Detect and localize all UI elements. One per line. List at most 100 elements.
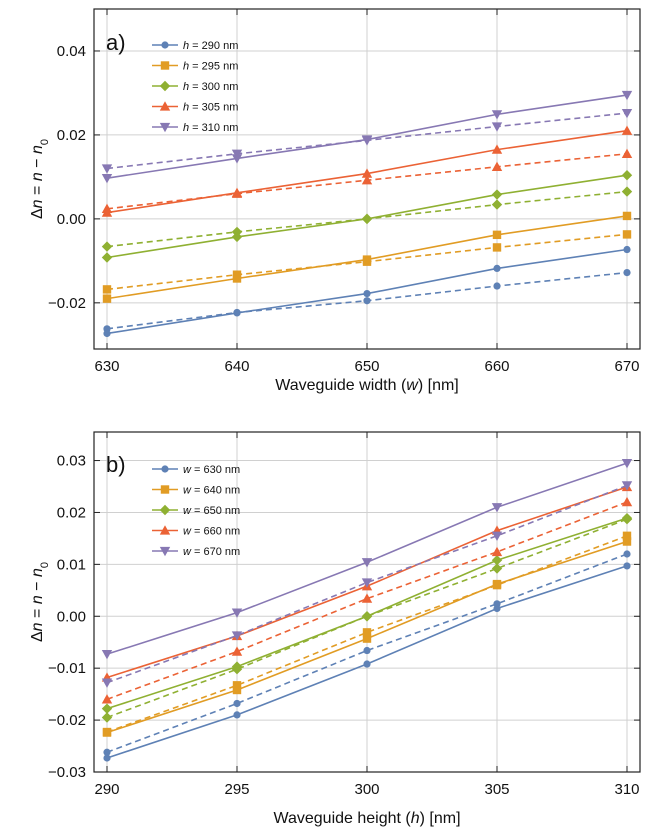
legend-marker	[161, 465, 169, 473]
y-axis-label-part: n	[29, 595, 46, 604]
data-point-dashed	[363, 646, 371, 655]
data-point	[491, 189, 503, 200]
legend-entry: h = 310 nm	[183, 122, 238, 134]
data-point-dashed	[623, 269, 631, 277]
legend-var: w	[183, 546, 192, 558]
data-point	[361, 168, 373, 178]
legend-marker	[159, 122, 171, 133]
data-point-dashed	[233, 699, 241, 708]
legend-value: = 310 nm	[189, 122, 238, 134]
series-dashed-line	[106, 535, 628, 733]
y-axis-label-part: =	[29, 604, 46, 622]
data-point-dashed	[101, 164, 113, 174]
data-point-dashed	[621, 186, 633, 197]
legend-marker	[160, 485, 170, 494]
legend-value: = 300 nm	[189, 81, 238, 93]
y-axis-label-part: n	[29, 622, 46, 631]
y-tick-label: −0.03	[48, 764, 86, 781]
legend-marker	[159, 546, 171, 557]
y-tick-label: −0.02	[48, 295, 86, 312]
series-3	[101, 170, 633, 263]
data-point	[362, 634, 372, 643]
legend: h = 290 nm h = 295 nm h = 300 nm h = 305 nm…	[152, 40, 238, 134]
data-point	[102, 728, 112, 737]
legend-entry: h = 290 nm	[183, 40, 238, 52]
y-tick-label: 0.00	[57, 608, 86, 625]
series-2	[102, 531, 632, 737]
data-point-dashed	[101, 694, 113, 704]
x-axis-label-part: ) [nm]	[420, 810, 461, 827]
data-point-dashed	[622, 230, 632, 239]
data-point	[361, 611, 373, 622]
data-point	[103, 329, 111, 338]
data-point-dashed	[361, 578, 373, 588]
x-axis-label-part: Waveguide height (	[273, 810, 411, 827]
legend-marker	[160, 61, 170, 70]
y-tick-label: 0.02	[57, 504, 86, 521]
data-point	[231, 187, 243, 198]
data-point	[363, 660, 371, 668]
x-axis-label: Waveguide height (h) [nm]	[273, 810, 460, 827]
data-point-dashed	[231, 631, 243, 641]
x-axis-label-part: h	[411, 810, 420, 827]
panel-label: b)	[106, 452, 126, 477]
legend-entry: h = 295 nm	[183, 61, 238, 73]
legend-value: = 630 nm	[191, 464, 240, 476]
data-point	[101, 650, 113, 660]
data-point-dashed	[491, 546, 503, 557]
x-axis-label-part: Waveguide width (	[275, 377, 407, 394]
series-dashed-line	[106, 553, 628, 754]
data-point	[233, 309, 241, 317]
data-point-dashed	[101, 678, 113, 688]
legend-var: h	[183, 81, 189, 93]
x-tick-label: 630	[94, 358, 119, 375]
x-tick-label: 295	[224, 781, 249, 798]
data-point	[231, 608, 243, 618]
legend-value: = 290 nm	[189, 40, 238, 52]
data-point-dashed	[231, 646, 243, 656]
data-point	[233, 711, 241, 719]
series-dashed-line	[106, 518, 628, 719]
legend-marker	[159, 80, 171, 92]
legend-var: w	[183, 505, 192, 517]
data-point-dashed	[232, 681, 242, 690]
y-axis-label-part: n	[29, 172, 46, 181]
data-point	[361, 558, 373, 568]
data-point	[101, 207, 113, 217]
data-point	[622, 537, 632, 546]
legend: w = 630 nmw = 640 nmw = 650 nmw = 660 nm…	[152, 464, 240, 558]
data-point-dashed	[362, 628, 372, 637]
data-point-dashed	[101, 241, 113, 252]
panel-label: a)	[106, 30, 126, 55]
data-point	[361, 135, 373, 145]
data-point-dashed	[101, 712, 113, 723]
y-axis-label-part: 0	[39, 562, 51, 568]
x-axis-label: Waveguide width (w) [nm]	[275, 377, 458, 394]
legend-entry: w = 640 nm	[183, 485, 240, 497]
data-point	[623, 562, 631, 570]
data-point-dashed	[621, 148, 633, 158]
data-point	[101, 174, 113, 184]
y-axis-label-part: −	[29, 154, 46, 172]
x-tick-label: 640	[224, 358, 249, 375]
y-tick-label: 0.00	[57, 211, 86, 228]
x-tick-label: 670	[614, 358, 639, 375]
y-axis-label-part: n	[29, 568, 46, 577]
data-point	[491, 555, 503, 566]
data-point	[621, 170, 633, 181]
legend-marker	[161, 41, 169, 49]
data-point	[621, 90, 633, 101]
series-dashed-line	[106, 484, 628, 684]
data-point-dashed	[361, 175, 373, 185]
y-axis-label: Δn = n − n0	[29, 562, 51, 642]
series-1	[103, 245, 631, 338]
data-point	[491, 144, 503, 154]
legend-entry: h = 305 nm	[183, 102, 238, 114]
data-point	[492, 230, 502, 240]
chart-panel-2: 290 295 300 305 310−0.03−0.02−0.010.000.010.…	[29, 431, 641, 827]
data-point-dashed	[491, 161, 503, 171]
series-5	[101, 90, 633, 184]
data-point	[232, 685, 242, 695]
